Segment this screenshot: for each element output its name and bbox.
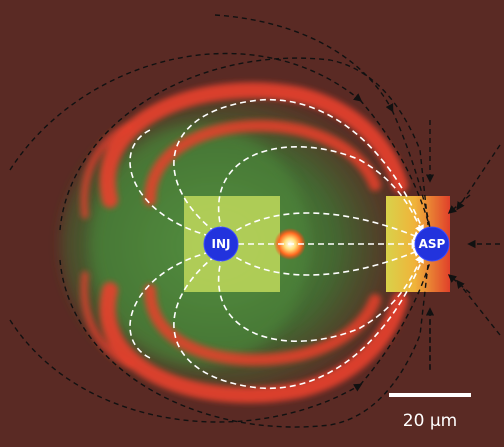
aspirator-label: ASP <box>419 237 446 251</box>
scale-bar-label: 20 µm <box>403 411 457 431</box>
red-fluorescence-lower <box>80 271 408 404</box>
scale-bar-line <box>389 393 471 397</box>
blue-circle-icon <box>203 226 239 262</box>
red-fluorescence-upper <box>80 82 408 219</box>
injection-aperture: INJ <box>203 226 239 262</box>
white-streamlines <box>129 98 424 390</box>
aspiration-aperture: ASP <box>414 226 450 262</box>
blue-circle-icon <box>414 226 450 262</box>
black-field-lines <box>9 14 501 428</box>
injector-label: INJ <box>212 237 231 251</box>
scale-bar: 20 µm <box>389 393 471 431</box>
